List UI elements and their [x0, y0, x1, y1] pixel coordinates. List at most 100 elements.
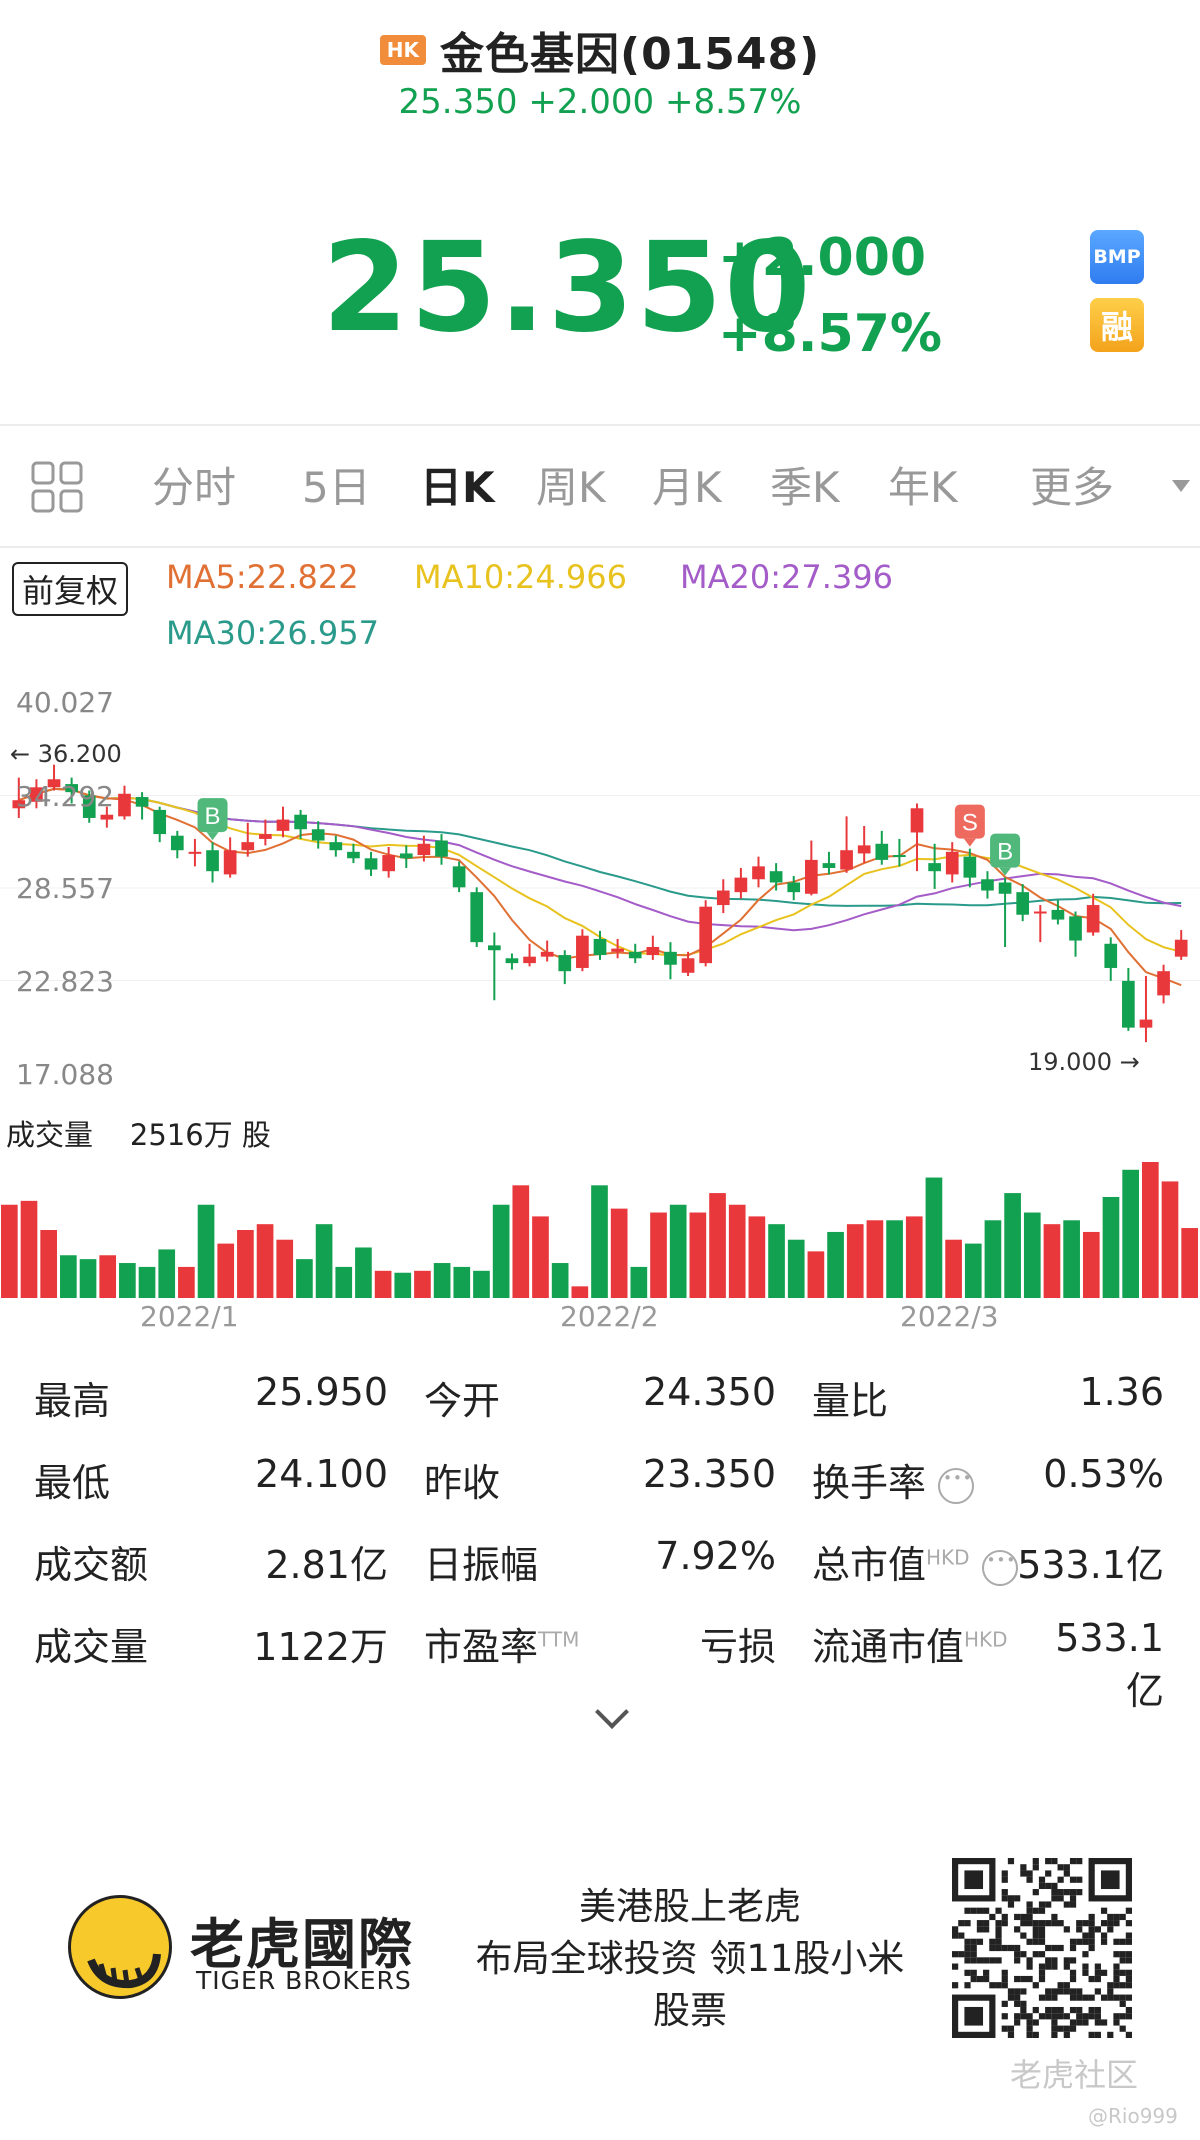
qr-module	[1038, 1969, 1046, 1976]
qr-module	[1113, 2013, 1120, 2020]
qr-module	[995, 1932, 1002, 1939]
candle-body	[875, 843, 889, 860]
volume-bar	[414, 1270, 431, 1298]
candle-body	[646, 946, 660, 956]
qr-module	[1107, 1920, 1114, 1927]
candle-body	[329, 842, 343, 851]
qr-module	[1051, 1957, 1058, 1964]
qr-module	[1094, 2013, 1101, 2020]
qr-module	[1045, 1963, 1052, 1970]
tab-quarterly-k[interactable]: 季K	[770, 463, 840, 512]
qr-module	[1032, 1864, 1039, 1871]
qr-module	[1082, 1951, 1089, 1958]
qr-module	[952, 1951, 959, 1958]
qr-module	[1125, 1932, 1132, 1939]
qr-module	[1007, 1988, 1015, 1995]
expand-chevron-icon[interactable]	[595, 1695, 629, 1729]
qr-module	[970, 1907, 977, 1914]
qr-module	[952, 1982, 959, 1989]
qr-module	[1032, 1982, 1039, 1989]
tab-5day[interactable]: 5日	[302, 463, 371, 512]
qr-module	[1032, 1932, 1039, 1939]
qr-module	[1088, 1920, 1095, 1927]
margin-badge[interactable]: 融	[1090, 298, 1144, 352]
qr-module	[1076, 1994, 1083, 2001]
candlestick-chart[interactable]: B SB	[0, 680, 1200, 1100]
qr-module	[1032, 1858, 1039, 1865]
qr-module	[1001, 2000, 1008, 2007]
stat-label-pe: 市盈率TTM	[424, 1625, 580, 1669]
stat-label-float-cap: 流通市值HKD	[812, 1625, 1008, 1669]
qr-module	[976, 1920, 984, 1927]
volume-chart[interactable]	[0, 1160, 1200, 1300]
more-info-icon[interactable]	[938, 1467, 975, 1504]
qr-module	[1001, 2025, 1008, 2032]
qr-module	[1119, 2000, 1126, 2007]
tab-intraday[interactable]: 分时	[152, 463, 237, 512]
qr-module	[1069, 2006, 1077, 2014]
more-info-icon[interactable]	[981, 1549, 1018, 1586]
qr-module	[1007, 2025, 1015, 2032]
qr-module	[1076, 1988, 1083, 1995]
qr-module	[952, 1963, 959, 1970]
qr-module	[1113, 1913, 1120, 1921]
qr-module	[1038, 1901, 1046, 1908]
stat-label-volume: 成交量	[34, 1625, 149, 1669]
candle-body	[65, 784, 78, 793]
volume-bar	[296, 1259, 313, 1298]
tab-daily-k[interactable]: 日K	[420, 463, 495, 512]
qr-module	[1014, 1913, 1021, 1921]
stat-label-amplitude: 日振幅	[424, 1543, 539, 1587]
qr-module	[1094, 1926, 1101, 1933]
volume-bar	[551, 1263, 569, 1298]
stat-label-turnover-rate: 换手率	[812, 1452, 975, 1507]
qr-module	[970, 1944, 977, 1952]
qr-module	[1125, 1951, 1132, 1958]
caret-down-icon[interactable]	[1172, 480, 1190, 492]
qr-module	[1119, 1957, 1126, 1964]
qr-module	[1038, 1907, 1046, 1914]
volume-bar	[807, 1251, 825, 1298]
qr-module	[1051, 2019, 1058, 2026]
qr-module	[970, 1975, 977, 1983]
qr-module	[1051, 2013, 1058, 2020]
candle-body	[910, 808, 924, 833]
tab-monthly-k[interactable]: 月K	[652, 463, 722, 512]
qr-module	[1069, 1975, 1077, 1983]
volume-bar	[1082, 1231, 1100, 1298]
tab-yearly-k[interactable]: 年K	[888, 463, 958, 512]
stat-value-open: 24.350	[643, 1370, 776, 1414]
qr-code[interactable]	[952, 1858, 1132, 2038]
qr-module	[1100, 1920, 1108, 1927]
bmp-badge[interactable]: BMP	[1090, 230, 1144, 284]
qr-module	[1014, 1988, 1021, 1995]
qr-module	[1100, 1994, 1108, 2001]
qr-module	[995, 1938, 1002, 1945]
qr-module	[1125, 1982, 1132, 1989]
qr-module	[1051, 1920, 1058, 1927]
volume-bar	[1141, 1162, 1159, 1298]
adjust-button[interactable]: 前复权	[12, 562, 129, 616]
qr-module	[1001, 1969, 1008, 1976]
qr-module	[1119, 1913, 1126, 1921]
qr-module	[1113, 1969, 1120, 1976]
candle-body	[576, 935, 589, 968]
qr-module	[964, 1944, 971, 1952]
stat-label-volume-ratio: 量比	[812, 1379, 889, 1423]
qr-module	[1063, 1957, 1070, 1964]
volume-bar	[256, 1224, 274, 1298]
qr-module	[1051, 1963, 1058, 1970]
qr-module	[983, 1975, 990, 1983]
qr-module	[1063, 1864, 1070, 1871]
tab-weekly-k[interactable]: 周K	[536, 463, 606, 512]
stock-header: HK 金色基因(01548) 25.350 +2.000 +8.57%	[0, 0, 1200, 140]
grid-icon[interactable]	[30, 460, 84, 514]
qr-module	[964, 1920, 971, 1927]
buy-marker: B	[197, 798, 228, 841]
volume-bar	[669, 1204, 687, 1298]
qr-module	[1007, 1858, 1015, 1865]
qr-module	[1057, 1982, 1064, 1989]
candle-body	[417, 843, 431, 856]
volume-bar	[119, 1263, 136, 1298]
tab-more[interactable]: 更多	[1030, 463, 1115, 512]
